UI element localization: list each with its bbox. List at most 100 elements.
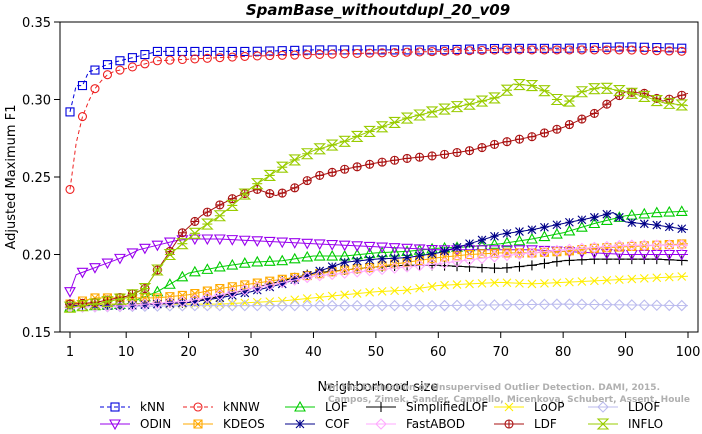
data-point: [413, 299, 426, 312]
data-point: [263, 255, 276, 266]
data-point: [552, 278, 562, 288]
data-point: [565, 217, 574, 227]
data-point: [501, 299, 513, 311]
data-point: [338, 135, 351, 147]
data-point: [288, 238, 301, 249]
data-point: [589, 45, 599, 55]
data-point: [501, 262, 512, 273]
data-point: [427, 151, 437, 161]
data-point: [102, 295, 113, 305]
data-point: [652, 43, 662, 53]
legend-item-ldf: LDF: [494, 417, 557, 431]
data-point: [165, 46, 175, 57]
data-point: [313, 239, 326, 251]
data-point: [440, 246, 449, 256]
data-point: [202, 286, 212, 296]
data-point: [240, 46, 250, 57]
data-point: [302, 50, 312, 60]
data-point: [464, 261, 475, 272]
data-point: [326, 268, 338, 281]
data-point: [627, 42, 637, 52]
data-point: [277, 279, 287, 289]
data-point: [664, 94, 674, 104]
data-point: [376, 242, 389, 254]
data-point: [650, 94, 664, 107]
data-point: [238, 257, 251, 268]
data-point: [215, 299, 225, 309]
data-point: [101, 258, 114, 270]
data-point: [90, 65, 100, 75]
legend-item-kdeos: KDEOS: [183, 417, 265, 431]
data-point: [201, 234, 214, 246]
data-point: [527, 279, 537, 289]
data-point: [265, 297, 275, 307]
data-point: [675, 239, 688, 251]
data-point: [90, 84, 100, 94]
data-point: [77, 112, 88, 122]
data-point: [577, 215, 587, 225]
data-point: [589, 108, 599, 118]
data-point: [163, 278, 176, 289]
data-point: [464, 146, 475, 156]
data-point: [476, 252, 488, 265]
data-point: [313, 269, 326, 282]
data-point: [153, 299, 162, 309]
data-point: [215, 46, 225, 57]
data-point: [275, 161, 289, 173]
data-point: [639, 273, 649, 283]
data-point: [215, 284, 225, 294]
data-point: [601, 298, 613, 311]
data-point: [163, 248, 177, 261]
data-point: [513, 234, 526, 246]
x-tick-label: 1: [66, 345, 74, 360]
data-point: [514, 261, 525, 272]
data-point: [290, 295, 300, 305]
data-point: [413, 109, 426, 121]
data-point: [477, 278, 487, 288]
data-point: [662, 97, 676, 109]
data-point: [652, 220, 662, 230]
legend-marker: [504, 419, 514, 429]
data-point: [463, 98, 476, 110]
data-point: [575, 86, 589, 98]
data-point: [190, 54, 200, 64]
data-point: [652, 273, 662, 283]
data-point: [102, 70, 113, 80]
data-point: [288, 154, 302, 166]
data-point: [290, 50, 300, 60]
data-point: [76, 300, 89, 312]
data-point: [76, 267, 89, 279]
data-point: [350, 130, 364, 142]
data-point: [239, 284, 251, 296]
data-point: [313, 143, 327, 155]
data-point: [202, 295, 212, 305]
data-point: [552, 220, 562, 230]
legend-item-simplifiedlof: SimplifiedLOF: [366, 400, 488, 414]
plot-frame: [59, 21, 699, 333]
data-point: [600, 249, 613, 260]
data-point: [138, 243, 151, 255]
data-point: [263, 236, 276, 248]
data-point: [101, 296, 114, 308]
data-point: [202, 46, 212, 57]
data-point: [65, 184, 75, 194]
data-point: [550, 93, 564, 106]
data-point: [352, 162, 362, 172]
data-point: [251, 281, 264, 294]
data-point: [475, 95, 489, 107]
data-point: [265, 46, 275, 56]
data-point: [265, 282, 275, 292]
legend-item-inflo: INFLO: [588, 417, 663, 431]
data-point: [638, 299, 651, 311]
data-point: [376, 299, 388, 312]
data-point: [365, 255, 375, 265]
data-point: [327, 167, 337, 177]
data-point: [325, 139, 339, 151]
data-point: [164, 296, 176, 309]
data-point: [63, 301, 77, 313]
legend-marker: [376, 402, 386, 412]
data-point: [402, 285, 412, 295]
data-point: [390, 47, 400, 58]
data-point: [302, 176, 312, 186]
data-point: [452, 46, 462, 56]
